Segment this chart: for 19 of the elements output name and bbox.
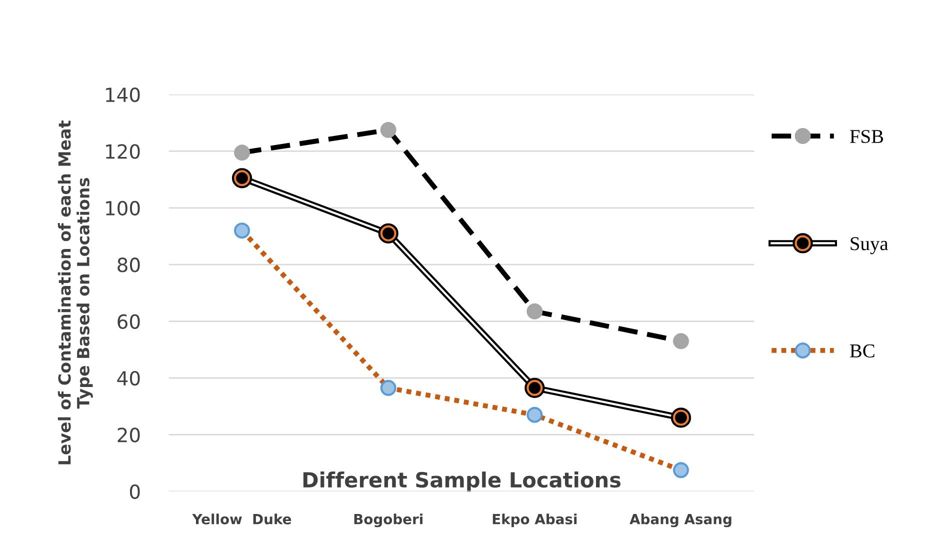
y-tick-label: 100 xyxy=(106,200,140,216)
y-tick-label: 140 xyxy=(106,87,140,102)
x-tick-label: Ekpo Abasi xyxy=(492,514,577,528)
y-tick-label: 20 xyxy=(118,428,140,442)
y-tick-label: 60 xyxy=(118,314,140,329)
point xyxy=(232,168,252,188)
y-tick-label: 0 xyxy=(130,484,140,500)
legend-label: Suya xyxy=(850,237,888,254)
x-tick-label: Abang Asang xyxy=(630,514,732,528)
x-tick-label: Yellow Duke xyxy=(192,514,292,524)
y-tick-label: 40 xyxy=(117,370,140,386)
legend-label: FSB xyxy=(850,130,884,144)
legend-label: BC xyxy=(850,344,874,358)
y-tick-label: 120 xyxy=(106,144,140,159)
x-axis-title: Different Sample Locations xyxy=(303,472,620,492)
y-axis-title: Level of Contamination of each Meat Type Based on Locations xyxy=(58,120,93,464)
y-tick-label: 80 xyxy=(118,258,140,272)
point xyxy=(670,408,692,428)
x-tick-label: Bogoberi xyxy=(354,514,422,528)
